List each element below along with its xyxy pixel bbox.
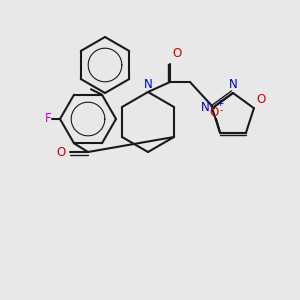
Text: +: +: [216, 99, 224, 108]
Text: -: -: [219, 106, 222, 115]
Text: O: O: [57, 146, 66, 158]
Text: N: N: [144, 78, 152, 91]
Text: O: O: [256, 93, 265, 106]
Text: F: F: [44, 112, 51, 125]
Text: O: O: [172, 47, 181, 60]
Text: O: O: [209, 106, 219, 119]
Text: N: N: [229, 78, 237, 91]
Text: N: N: [201, 101, 210, 114]
